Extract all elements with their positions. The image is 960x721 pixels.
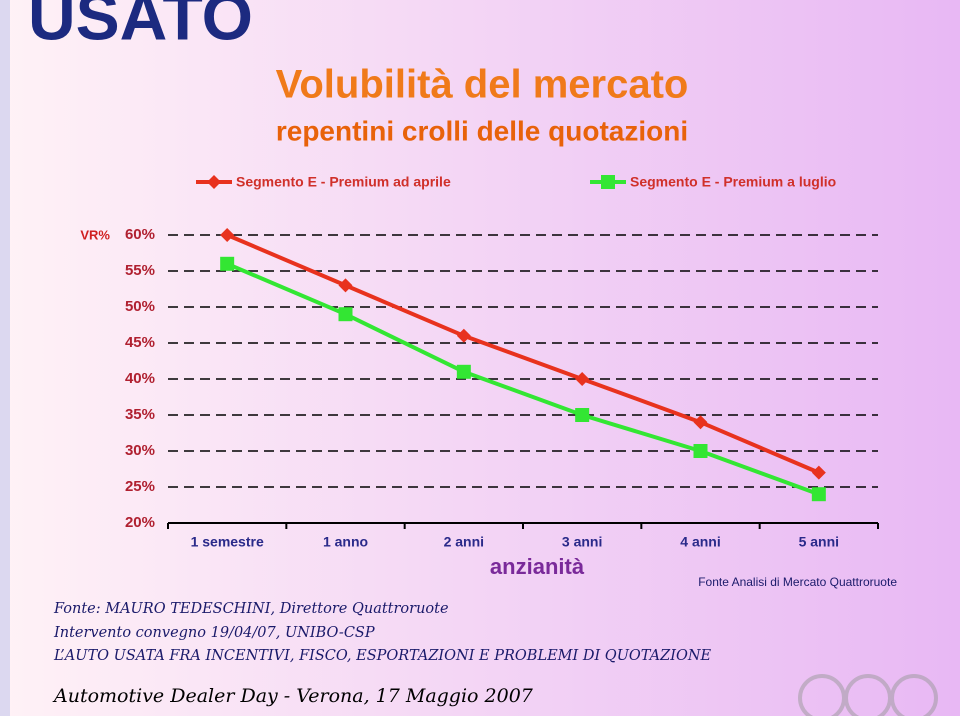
y-tick-label: 60%: [125, 226, 155, 243]
footer: Automotive Dealer Day - Verona, 17 Maggi…: [52, 685, 534, 707]
data-point: [338, 278, 353, 293]
footnote: L’AUTO USATA FRA INCENTIVI, FISCO, ESPOR…: [53, 648, 712, 664]
legend-marker: [601, 175, 615, 189]
y-tick-label: 40%: [125, 370, 155, 387]
data-point: [575, 408, 590, 422]
y-tick-label: 30%: [125, 442, 155, 459]
y-tick-label: 20%: [125, 514, 155, 531]
data-point: [693, 415, 708, 430]
data-point: [693, 444, 708, 458]
chart-title: Volubilità del mercato: [276, 63, 689, 107]
data-point: [338, 307, 353, 322]
x-tick-label: 1 semestre: [191, 534, 264, 550]
y-tick-label: 35%: [125, 406, 155, 423]
legend-marker: [207, 175, 221, 189]
logo: USATO: [28, 0, 253, 53]
y-tick-label: 45%: [125, 334, 155, 351]
data-point: [456, 328, 471, 343]
series-line: [226, 233, 820, 475]
left-strip: [0, 0, 10, 716]
data-point: [220, 228, 235, 242]
x-tick-label: 4 anni: [680, 534, 720, 550]
footnote: Intervento convegno 19/04/07, UNIBO-CSP: [53, 625, 375, 641]
y-axis-title: VR%: [80, 227, 110, 242]
data-point: [220, 256, 235, 271]
x-tick-label: 2 anni: [444, 534, 484, 550]
legend-label: Segmento E - Premium ad aprile: [236, 174, 451, 190]
data-point: [575, 372, 590, 386]
x-tick-label: 5 anni: [799, 534, 839, 550]
x-tick-label: 1 anno: [323, 534, 368, 550]
data-point: [811, 487, 826, 502]
y-tick-label: 55%: [125, 262, 155, 279]
data-point: [811, 465, 826, 480]
y-tick-label: 25%: [125, 478, 155, 495]
source: Fonte Analisi di Mercato Quattroruote: [698, 575, 897, 589]
x-tick-label: 3 anni: [562, 534, 602, 550]
chart-subtitle: repentini crolli delle quotazioni: [276, 115, 688, 146]
legend-label: Segmento E - Premium a luglio: [630, 174, 836, 190]
y-tick-label: 50%: [125, 298, 155, 315]
data-point: [456, 364, 471, 379]
x-axis-title: anzianità: [490, 554, 585, 579]
footnote: Fonte: MAURO TEDESCHINI, Direttore Quatt…: [53, 601, 449, 617]
series-line: [226, 261, 820, 497]
